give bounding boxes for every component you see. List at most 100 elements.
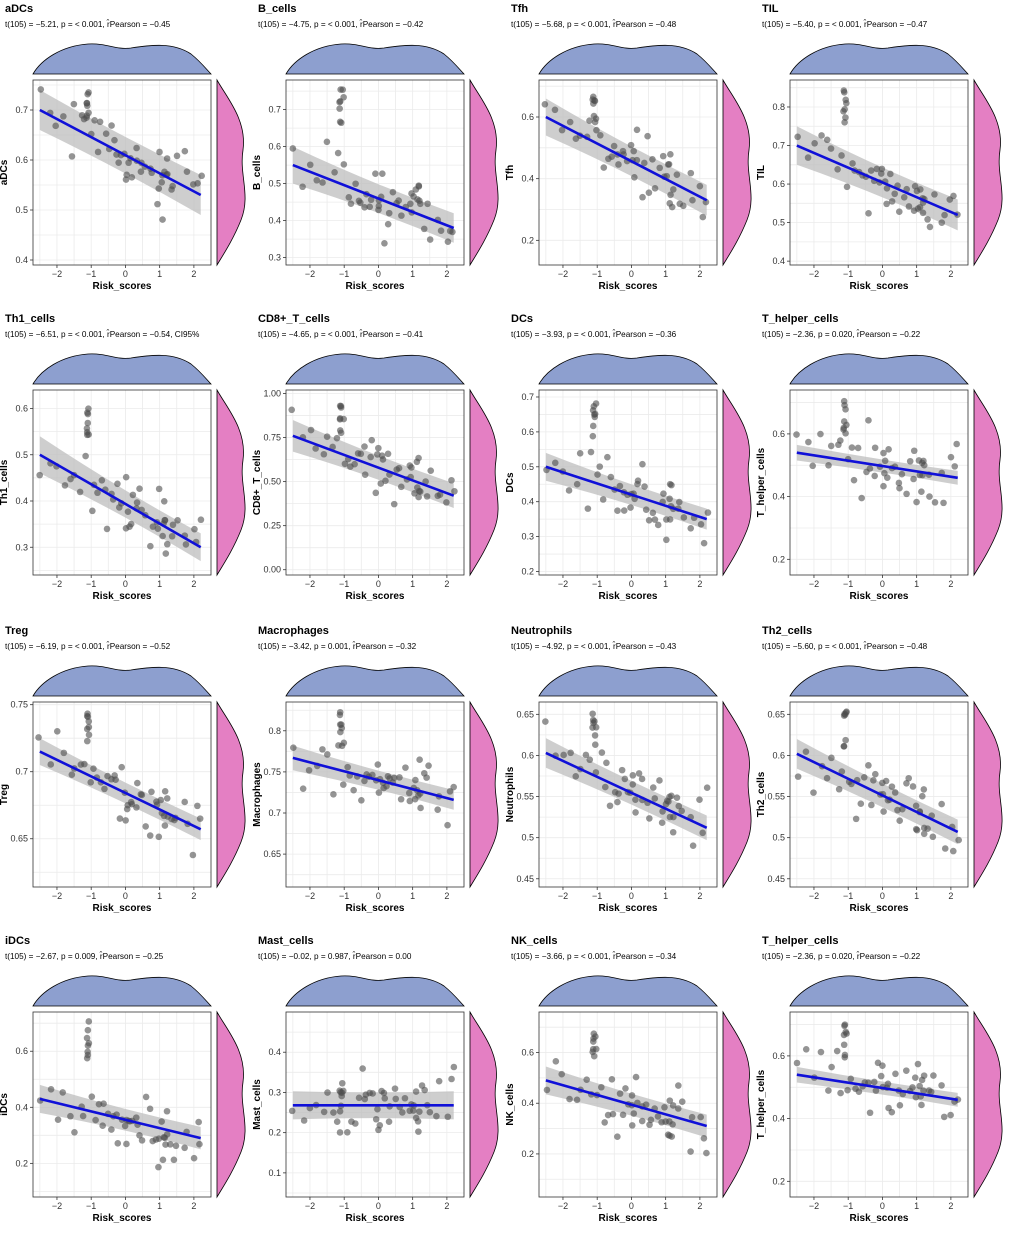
panel-14: Mast_cells t(105) = −0.02, p = 0.987, r̂P… xyxy=(252,935,499,1224)
y-tick-label: 0.4 xyxy=(772,256,785,266)
data-point xyxy=(54,1116,62,1124)
data-point xyxy=(666,495,673,503)
data-point xyxy=(162,550,170,557)
data-point xyxy=(835,785,843,793)
data-point xyxy=(195,1118,202,1126)
y-tick-label: 0.6 xyxy=(521,427,534,437)
data-point xyxy=(802,1046,810,1053)
panel-10: Macrophages t(105) = −3.42, p = 0.001, r̂… xyxy=(252,625,499,914)
data-point xyxy=(319,179,326,186)
data-point xyxy=(609,1110,617,1118)
data-point xyxy=(842,406,849,413)
data-point xyxy=(414,196,421,203)
data-point xyxy=(77,761,85,768)
data-point xyxy=(566,118,574,126)
data-point xyxy=(675,802,683,810)
panel-border xyxy=(285,1011,465,1198)
data-point xyxy=(340,93,347,101)
data-point xyxy=(879,1062,886,1069)
data-point xyxy=(396,774,403,781)
data-point xyxy=(914,1060,922,1068)
data-point xyxy=(122,473,130,481)
data-point xyxy=(909,1084,916,1091)
x-tick-label: 0 xyxy=(123,1201,128,1211)
data-point xyxy=(173,152,181,160)
marginal-density-y xyxy=(469,388,499,577)
x-tick-label: 2 xyxy=(191,269,196,279)
panel-13: iDCs t(105) = −2.67, p = 0.009, r̂Pearson… xyxy=(0,935,246,1224)
data-point xyxy=(888,783,896,790)
data-point xyxy=(181,1144,188,1152)
data-point xyxy=(551,106,559,114)
data-point xyxy=(608,1076,616,1083)
data-point xyxy=(361,777,368,785)
y-tick-label: 0.3 xyxy=(268,253,281,263)
data-point xyxy=(909,783,917,790)
y-tick-label: 0.2 xyxy=(268,1128,281,1138)
regression-line xyxy=(796,451,958,480)
data-point xyxy=(918,792,926,800)
panel-16: T_helper_cells t(105) = −2.36, p = 0.020,… xyxy=(756,935,1003,1224)
x-tick-label: 0 xyxy=(123,579,128,589)
data-point xyxy=(674,1105,682,1112)
data-point xyxy=(436,491,444,498)
panel-border xyxy=(285,389,465,576)
x-tick-label: 1 xyxy=(914,579,919,589)
data-point xyxy=(917,186,924,193)
x-tick-label: −2 xyxy=(52,579,62,589)
y-axis-label: Tfh xyxy=(505,165,516,181)
data-point xyxy=(610,142,618,150)
marginal-density-x xyxy=(32,43,212,75)
data-point xyxy=(161,1134,169,1142)
data-point xyxy=(123,1140,130,1148)
data-point xyxy=(868,801,875,809)
data-point xyxy=(666,516,674,523)
panel-9: Treg t(105) = −6.19, p = < 0.001, r̂Pears… xyxy=(0,625,246,914)
data-point xyxy=(379,456,387,463)
data-point xyxy=(895,208,903,216)
data-point xyxy=(678,1098,686,1105)
data-point xyxy=(313,176,321,184)
data-point xyxy=(700,539,708,547)
data-point xyxy=(359,1065,366,1072)
x-tick-label: −1 xyxy=(592,579,602,589)
data-point xyxy=(376,1121,384,1129)
panel-border xyxy=(32,1011,212,1198)
data-point xyxy=(628,1092,636,1099)
data-point xyxy=(154,200,161,208)
x-tick-label: 1 xyxy=(157,891,162,901)
y-tick-label: 0.2 xyxy=(772,1176,785,1186)
data-point xyxy=(541,101,549,108)
x-tick-label: −2 xyxy=(809,579,819,589)
marginal-density-y xyxy=(973,388,1003,577)
panel-stat: t(105) = −2.67, p = 0.009, r̂Pearson = −… xyxy=(5,950,164,961)
data-point xyxy=(639,460,646,468)
data-point xyxy=(641,159,648,167)
regression-line xyxy=(39,453,202,549)
marginal-density-x xyxy=(538,43,718,75)
y-axis-label: Neutrophils xyxy=(505,766,516,822)
y-tick-label: 0.4 xyxy=(521,497,534,507)
x-tick-label: 0 xyxy=(629,269,634,279)
data-point xyxy=(348,1118,355,1125)
data-point xyxy=(687,524,695,532)
data-point xyxy=(136,485,143,493)
data-point xyxy=(592,1045,600,1053)
data-point xyxy=(938,800,945,808)
data-point xyxy=(108,122,115,129)
data-point xyxy=(865,417,872,424)
data-point xyxy=(920,457,927,465)
panel-title: iDCs xyxy=(5,935,30,947)
data-point xyxy=(912,1093,920,1101)
data-point xyxy=(884,1080,892,1088)
data-point xyxy=(615,790,622,797)
y-tick-label: 0.3 xyxy=(268,1087,281,1097)
data-point xyxy=(355,1094,363,1102)
data-point xyxy=(591,732,599,739)
data-point xyxy=(415,183,423,190)
data-point xyxy=(340,161,348,168)
data-point xyxy=(366,203,374,211)
data-point xyxy=(101,785,108,793)
data-point xyxy=(91,116,98,124)
data-point xyxy=(444,238,452,246)
